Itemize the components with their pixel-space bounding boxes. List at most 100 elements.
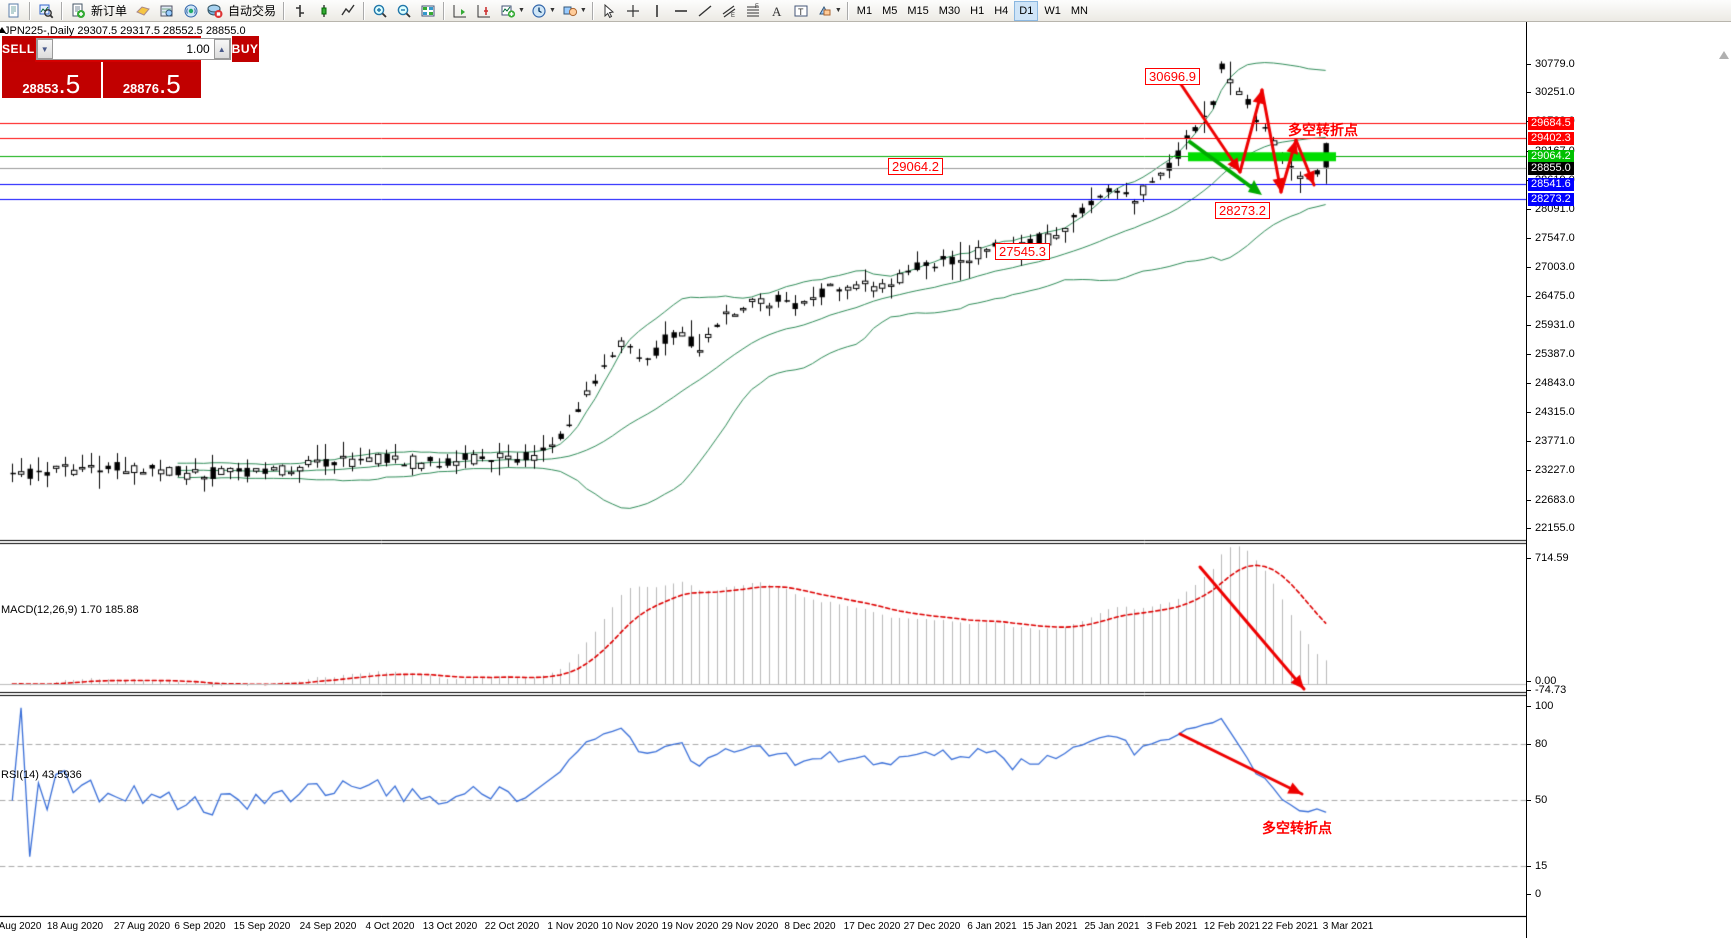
candlestick-chart-icon[interactable] [313,1,335,21]
new-order-icon[interactable] [67,1,89,21]
template-icon[interactable] [417,1,439,21]
chart-shift-icon[interactable] [449,1,471,21]
date-axis-tick: 12 Feb 2021 [1203,921,1261,932]
timeframe-button-m30[interactable]: M30 [938,4,961,17]
new-document-icon[interactable] [3,1,25,21]
price-level-badge[interactable]: 29402.3 [1528,132,1574,146]
one-click-trading-panel[interactable]: SELL ▼ ▲ BUY 28853.5 28876.5 [2,36,259,99]
bar-chart-icon[interactable] [289,1,311,21]
price-axis-tick: 23227.0 [1527,465,1575,476]
text-icon[interactable]: A [766,1,788,21]
chart-price-label[interactable]: 30696.9 [1145,68,1200,85]
toolbar-separator [61,1,63,20]
auto-scroll-icon[interactable] [473,1,495,21]
price-axis-tick: 26475.0 [1527,290,1575,302]
symbol-period-ohlc-label: JPN225-,Daily 29307.5 29317.5 28552.5 28… [0,25,246,37]
volume-decrement-button[interactable]: ▼ [36,39,53,59]
chevron-down-icon[interactable]: ▼ [834,7,842,14]
timeframe-button-h4[interactable]: H4 [994,4,1009,17]
period-icon[interactable] [528,1,550,21]
volume-increment-button[interactable]: ▲ [213,39,230,59]
indicators-group[interactable]: ▼ [496,1,527,21]
chevron-down-icon[interactable]: ▼ [548,7,556,14]
fibonacci-icon[interactable]: F [742,1,764,21]
shapes-group[interactable]: ▼ [558,1,589,21]
auto-trading-icon[interactable] [204,1,226,21]
buy-button[interactable]: BUY [231,36,259,62]
price-level-badge[interactable]: 28855.0 [1528,161,1574,175]
buy-price-fraction: .5 [158,69,181,99]
buy-price[interactable]: 28876.5 [102,62,201,99]
auto-trading-group[interactable]: 自动交易 [203,1,280,21]
shape-tools-icon[interactable] [814,1,836,21]
date-axis-tick: 6 Sep 2020 [174,921,226,932]
zoom-out-icon[interactable] [393,1,415,21]
timeframe-button-m1[interactable]: M1 [856,4,873,17]
new-order-label[interactable]: 新订单 [91,3,128,18]
toolbar-separator [591,1,594,20]
price-axis-tick: 25387.0 [1527,349,1575,360]
sell-price-fraction: .5 [58,69,81,99]
toolbar-separator [846,1,849,20]
timeframe-button-w1[interactable]: W1 [1044,4,1061,17]
shapes-icon[interactable] [559,1,581,21]
line-chart-icon[interactable] [337,1,359,21]
period-group[interactable]: ▼ [527,1,558,21]
chart-price-label[interactable]: 29064.2 [888,158,943,175]
toolbar-separator [283,1,286,20]
timeframe-button-mn[interactable]: MN [1070,4,1088,17]
shapes-dropdown-group[interactable]: ▼ [813,1,844,21]
sell-button[interactable]: SELL [2,36,35,62]
price-axis-tick: 27003.0 [1527,262,1575,273]
trendline-icon[interactable] [694,1,716,21]
search-chart-icon[interactable] [35,1,57,21]
sell-price[interactable]: 28853.5 [2,62,101,98]
timeframe-button-m15[interactable]: M15 [907,4,929,17]
price-axis[interactable]: 30779.030251.029723.029167.028619.028091… [1526,22,1731,938]
price-level-badge[interactable]: 29684.5 [1528,116,1574,130]
chart-price-label[interactable]: 27545.3 [995,243,1050,260]
cursor-icon[interactable] [598,1,620,21]
price-level-badge[interactable]: 29064.2 [1528,150,1574,164]
horizontal-line-icon[interactable] [670,1,692,21]
label-icon[interactable]: T [790,1,812,21]
price-axis-tick: 24315.0 [1527,406,1575,418]
price-level-badge[interactable]: 28273.2 [1528,192,1574,206]
equidistant-channel-icon[interactable]: E [718,1,740,21]
price-level-badge[interactable]: 28541.6 [1528,178,1574,192]
macd-axis-tick: -74.73 [1527,685,1566,696]
vertical-line-icon[interactable] [646,1,668,21]
toolbar-separator [29,1,31,20]
macd-indicator-label: MACD(12,26,9) 1.70 185.88 [1,604,139,616]
indicators-icon[interactable] [497,1,519,21]
trade-panel-controls: SELL ▼ ▲ BUY [2,36,259,62]
svg-text:A: A [772,4,782,19]
rsi-axis-tick: 0 [1527,889,1541,900]
volume-field-wrap[interactable]: ▼ ▲ [35,38,231,60]
chart-price-label[interactable]: 28273.2 [1215,202,1270,219]
turning-point-annotation: 多空转折点 [1288,122,1358,138]
chart-canvas[interactable] [0,22,1526,938]
chevron-down-icon[interactable]: ▼ [518,7,525,14]
date-axis-tick: 3 Mar 2021 [1322,921,1374,932]
timeframe-button-m5[interactable]: M5 [882,4,898,17]
chart-scroll-handle[interactable] [1719,46,1729,59]
crosshair-icon[interactable] [622,1,644,21]
auto-trading-label[interactable]: 自动交易 [228,3,277,18]
volume-input[interactable] [52,41,214,57]
timeframe-buttons: M1 M5 M15 M30 H1 H4 D1 W1 MN [852,0,1093,21]
symbol-text: JPN225-,Daily 29307.5 29317.5 28552.5 28… [4,25,246,37]
expert-advisor-icon[interactable] [132,1,154,21]
timeframe-button-h1[interactable]: H1 [970,4,985,17]
chart-area[interactable]: JPN225-,Daily 29307.5 29317.5 28552.5 28… [0,22,1731,938]
chevron-down-icon[interactable]: ▼ [579,7,587,14]
macd-axis-tick: 714.59 [1527,553,1569,564]
data-window-icon[interactable] [156,1,178,21]
timeframe-button-d1[interactable]: D1 [1014,0,1039,21]
date-axis-tick: 19 Nov 2020 [661,921,719,932]
turning-point-annotation-rsi: 多空转折点 [1262,820,1332,836]
signal-icon[interactable] [180,1,202,21]
new-order-group[interactable]: 新订单 [66,1,131,21]
zoom-in-icon[interactable] [369,1,391,21]
